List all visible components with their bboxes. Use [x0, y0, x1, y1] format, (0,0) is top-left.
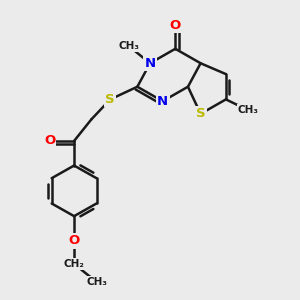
Text: N: N: [144, 57, 156, 70]
Text: CH₂: CH₂: [64, 259, 85, 269]
Text: CH₃: CH₃: [238, 105, 259, 115]
Text: O: O: [68, 234, 80, 247]
Text: O: O: [170, 19, 181, 32]
Text: S: S: [196, 107, 206, 120]
Text: S: S: [105, 93, 115, 106]
Text: CH₃: CH₃: [118, 41, 140, 51]
Text: O: O: [44, 134, 55, 148]
Text: CH₃: CH₃: [86, 277, 107, 287]
Text: N: N: [157, 95, 168, 108]
